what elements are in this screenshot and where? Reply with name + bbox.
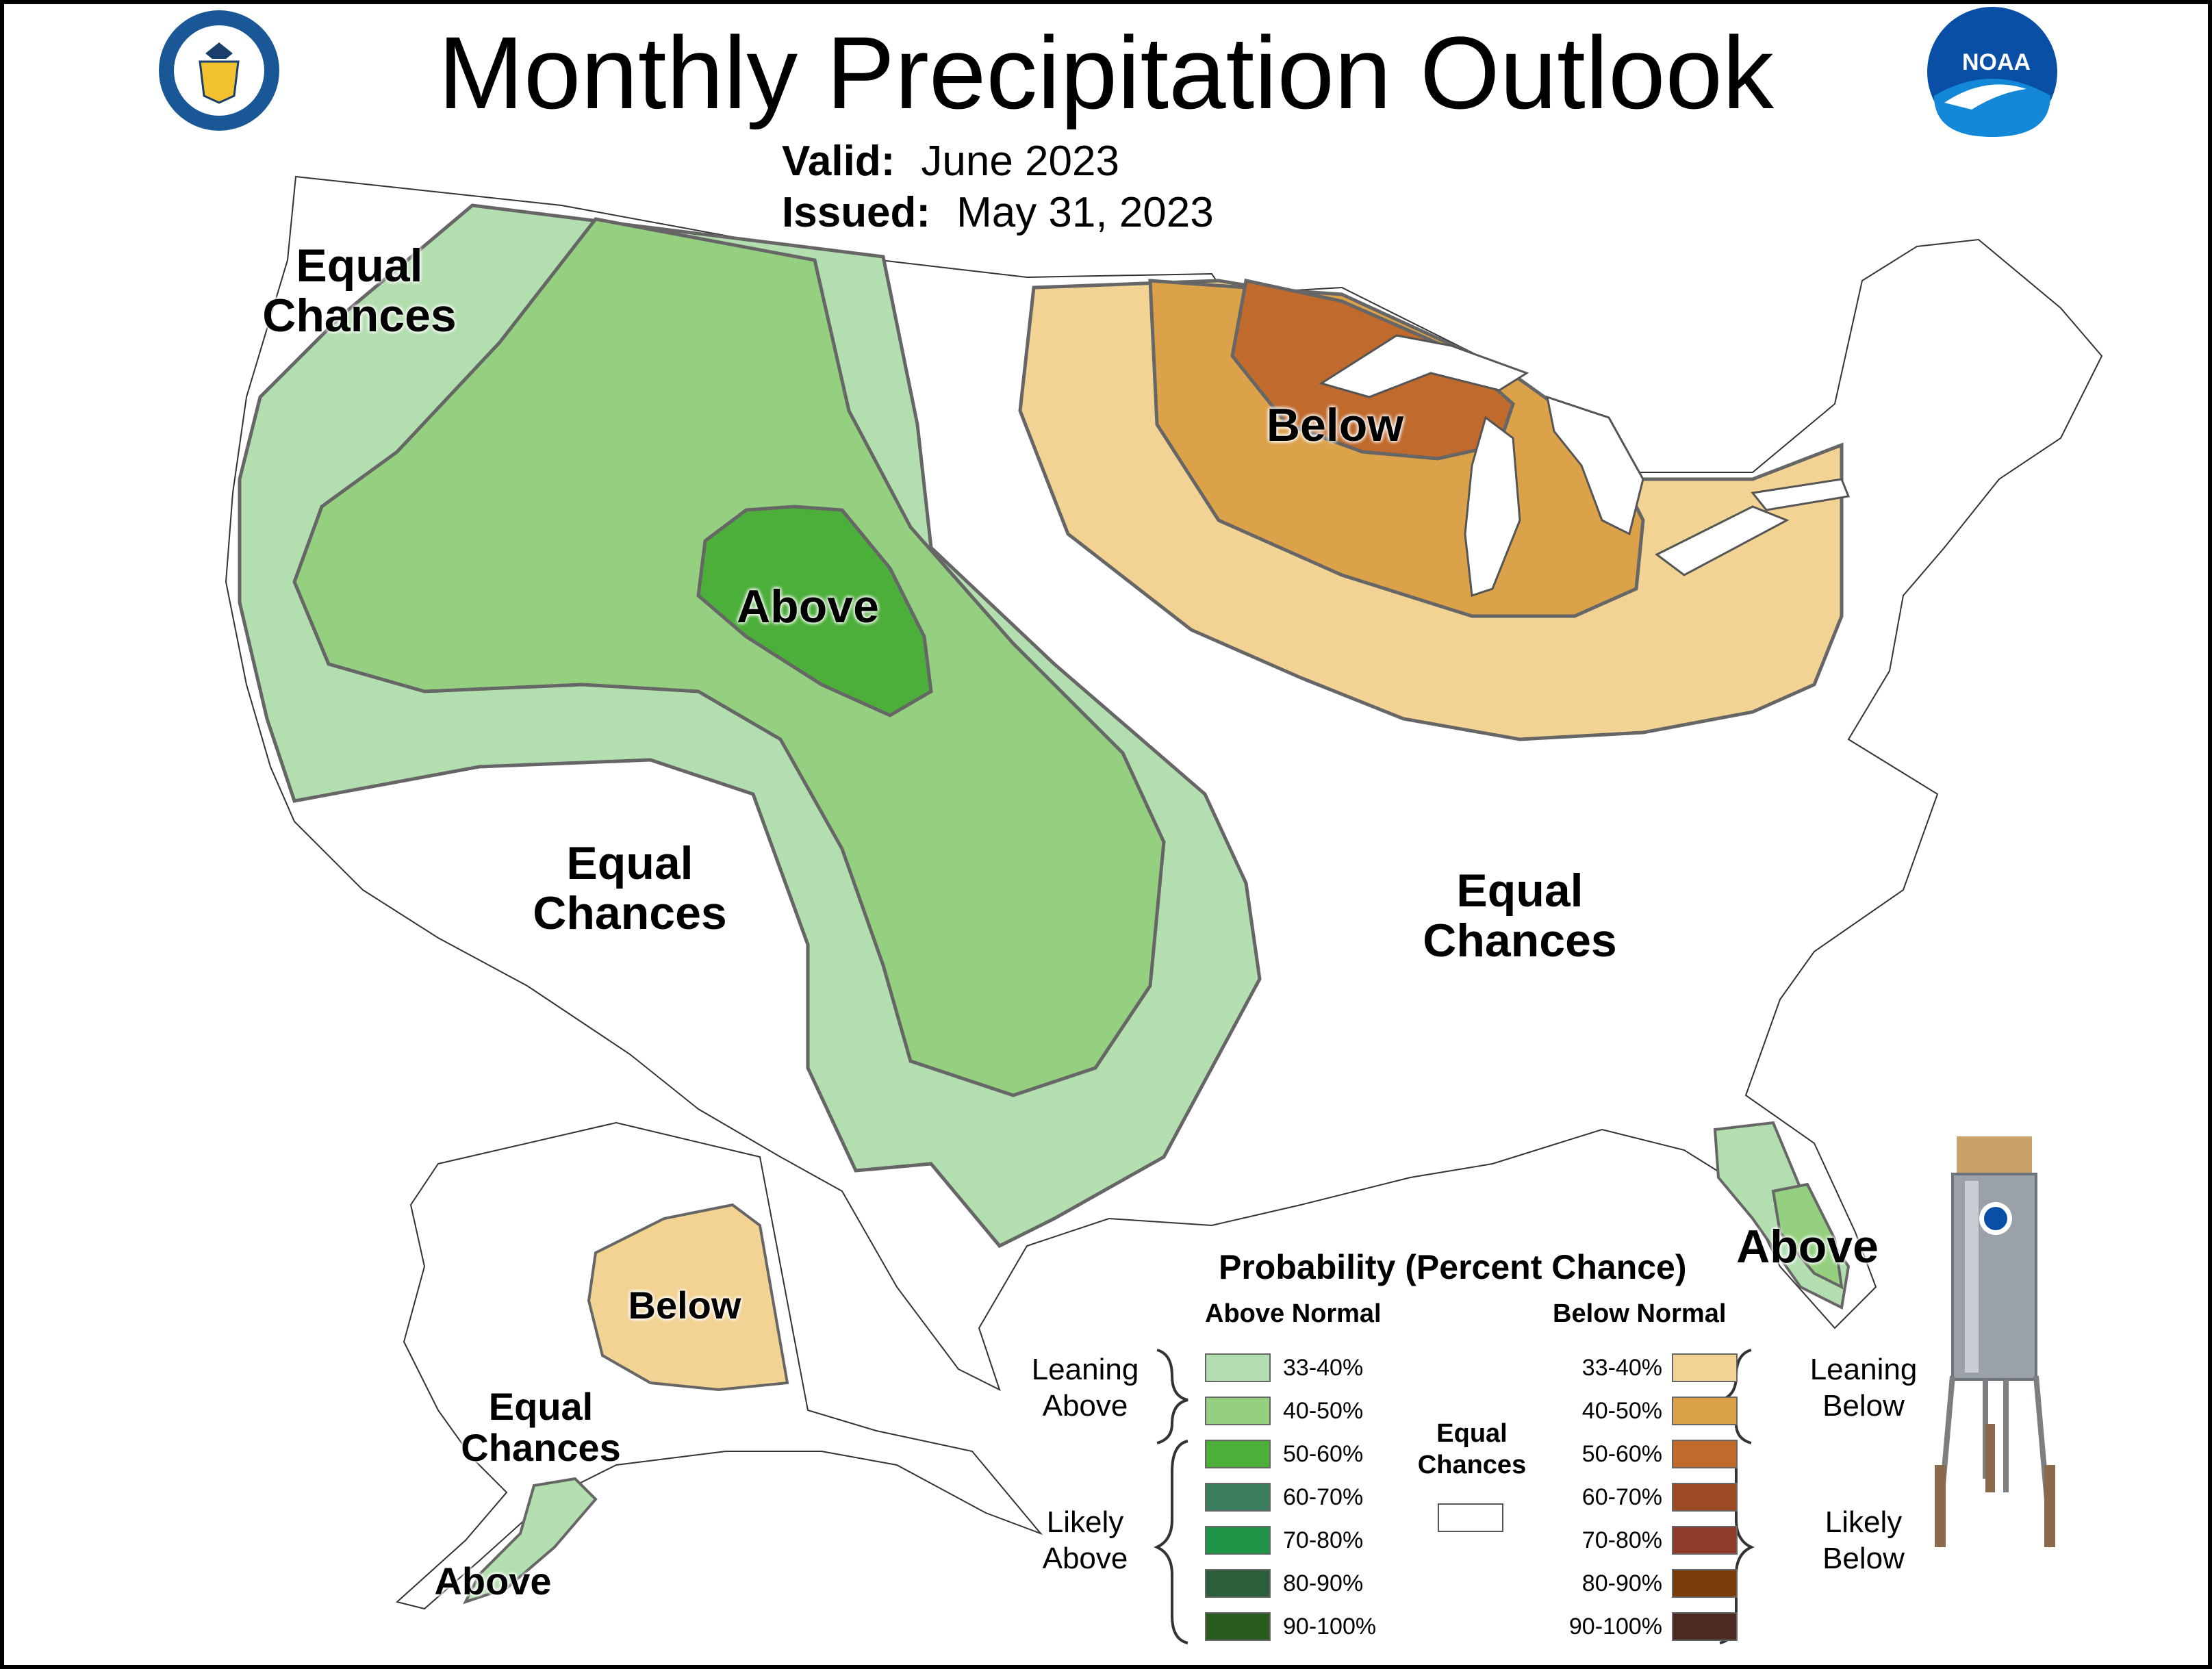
issued-line: Issued: May 31, 2023: [782, 188, 1214, 237]
region-label-southwest-equal-chances: Equal Chances: [533, 837, 727, 940]
legend-swatch-above-5: [1205, 1569, 1271, 1598]
legend-swatch-below-4: [1672, 1526, 1738, 1555]
legend-label-below-6: 90-100%: [1568, 1614, 1662, 1640]
alaska-above-33-40: [463, 1477, 598, 1605]
legend-swatch-above-2: [1205, 1440, 1271, 1468]
legend-swatch-below-2: [1672, 1440, 1738, 1468]
region-label-florida-above: Above: [1736, 1221, 1879, 1273]
legend-label-below-1: 40-50%: [1581, 1398, 1662, 1424]
valid-value: June 2023: [921, 138, 1119, 185]
legend-swatch-above-6: [1205, 1612, 1271, 1641]
legend-label-below-2: 50-60%: [1581, 1441, 1662, 1467]
legend-label-above-6: 90-100%: [1283, 1614, 1377, 1640]
lake-huron: [1546, 395, 1644, 536]
legend-group-likely-above: Likely Above: [1042, 1505, 1128, 1575]
legend-group-leaning-below: Leaning Below: [1809, 1353, 1918, 1423]
page-title: Monthly Precipitation Outlook: [438, 15, 1774, 130]
rain-gauge-icon: [1935, 1136, 2055, 1548]
legend-swatch-below-5: [1672, 1569, 1738, 1598]
legend-swatch-above-3: [1205, 1483, 1271, 1512]
legend-swatch-below-6: [1672, 1612, 1738, 1641]
region-label-alaska-equal-chances: Equal Chances: [461, 1385, 621, 1470]
legend-label-above-1: 40-50%: [1283, 1398, 1364, 1424]
legend-swatch-below-3: [1672, 1483, 1738, 1512]
legend-label-below-3: 60-70%: [1581, 1484, 1662, 1510]
legend-swatch-above-0: [1205, 1353, 1271, 1382]
region-label-east-equal-chances: Equal Chances: [1423, 865, 1617, 967]
legend-label-below-4: 70-80%: [1581, 1527, 1662, 1553]
legend-label-above-3: 60-70%: [1283, 1484, 1364, 1510]
legend-label-below-0: 33-40%: [1581, 1355, 1662, 1381]
region-label-alaska-above: Above: [434, 1559, 552, 1603]
noaa-logo: [1927, 7, 2057, 137]
legend-equal-chances-label: Equal Chances: [1417, 1419, 1527, 1479]
legend-above-header: Above Normal: [1205, 1299, 1382, 1328]
legend-label-above-2: 50-60%: [1283, 1441, 1364, 1467]
legend-swatch-below-0: [1672, 1353, 1738, 1382]
region-label-west-above: Above: [737, 581, 879, 633]
lake-ontario: [1751, 478, 1851, 511]
legend-label-above-4: 70-80%: [1283, 1527, 1364, 1553]
legend-group-likely-below: Likely Below: [1822, 1505, 1905, 1575]
region-label-great-lakes-below: Below: [1266, 399, 1404, 451]
region-label-alaska-below: Below: [628, 1284, 741, 1327]
legend-label-above-0: 33-40%: [1283, 1355, 1364, 1381]
valid-label: Valid:: [782, 138, 895, 185]
valid-line: Valid: June 2023: [782, 137, 1119, 186]
legend-swatch-above-4: [1205, 1526, 1271, 1555]
issued-value: May 31, 2023: [956, 189, 1214, 236]
legend-label-below-5: 80-90%: [1581, 1570, 1662, 1596]
issued-label: Issued:: [782, 189, 931, 236]
legend-swatch-equal-chances: [1438, 1503, 1503, 1532]
legend-group-leaning-above: Leaning Above: [1031, 1353, 1139, 1423]
legend-label-above-5: 80-90%: [1283, 1570, 1364, 1596]
lake-superior: [1319, 334, 1529, 398]
department-of-commerce-seal: [159, 10, 279, 131]
lake-erie: [1655, 505, 1790, 576]
region-label-northwest-equal-chances: Equal Chances: [262, 240, 457, 342]
florida-above-40-50: [1771, 1182, 1844, 1290]
legend-title: Probability (Percent Chance): [1219, 1248, 1687, 1286]
legend-below-header: Below Normal: [1553, 1299, 1727, 1328]
above-40-50-zone: [292, 217, 1166, 1097]
alaska-below-33-40: [587, 1203, 789, 1392]
legend-swatch-below-1: [1672, 1397, 1738, 1425]
lake-michigan: [1464, 416, 1521, 598]
above-50-60-zone: [696, 505, 933, 717]
legend-swatch-above-1: [1205, 1397, 1271, 1425]
noaa-logo-text: NOAA: [1962, 49, 2031, 75]
